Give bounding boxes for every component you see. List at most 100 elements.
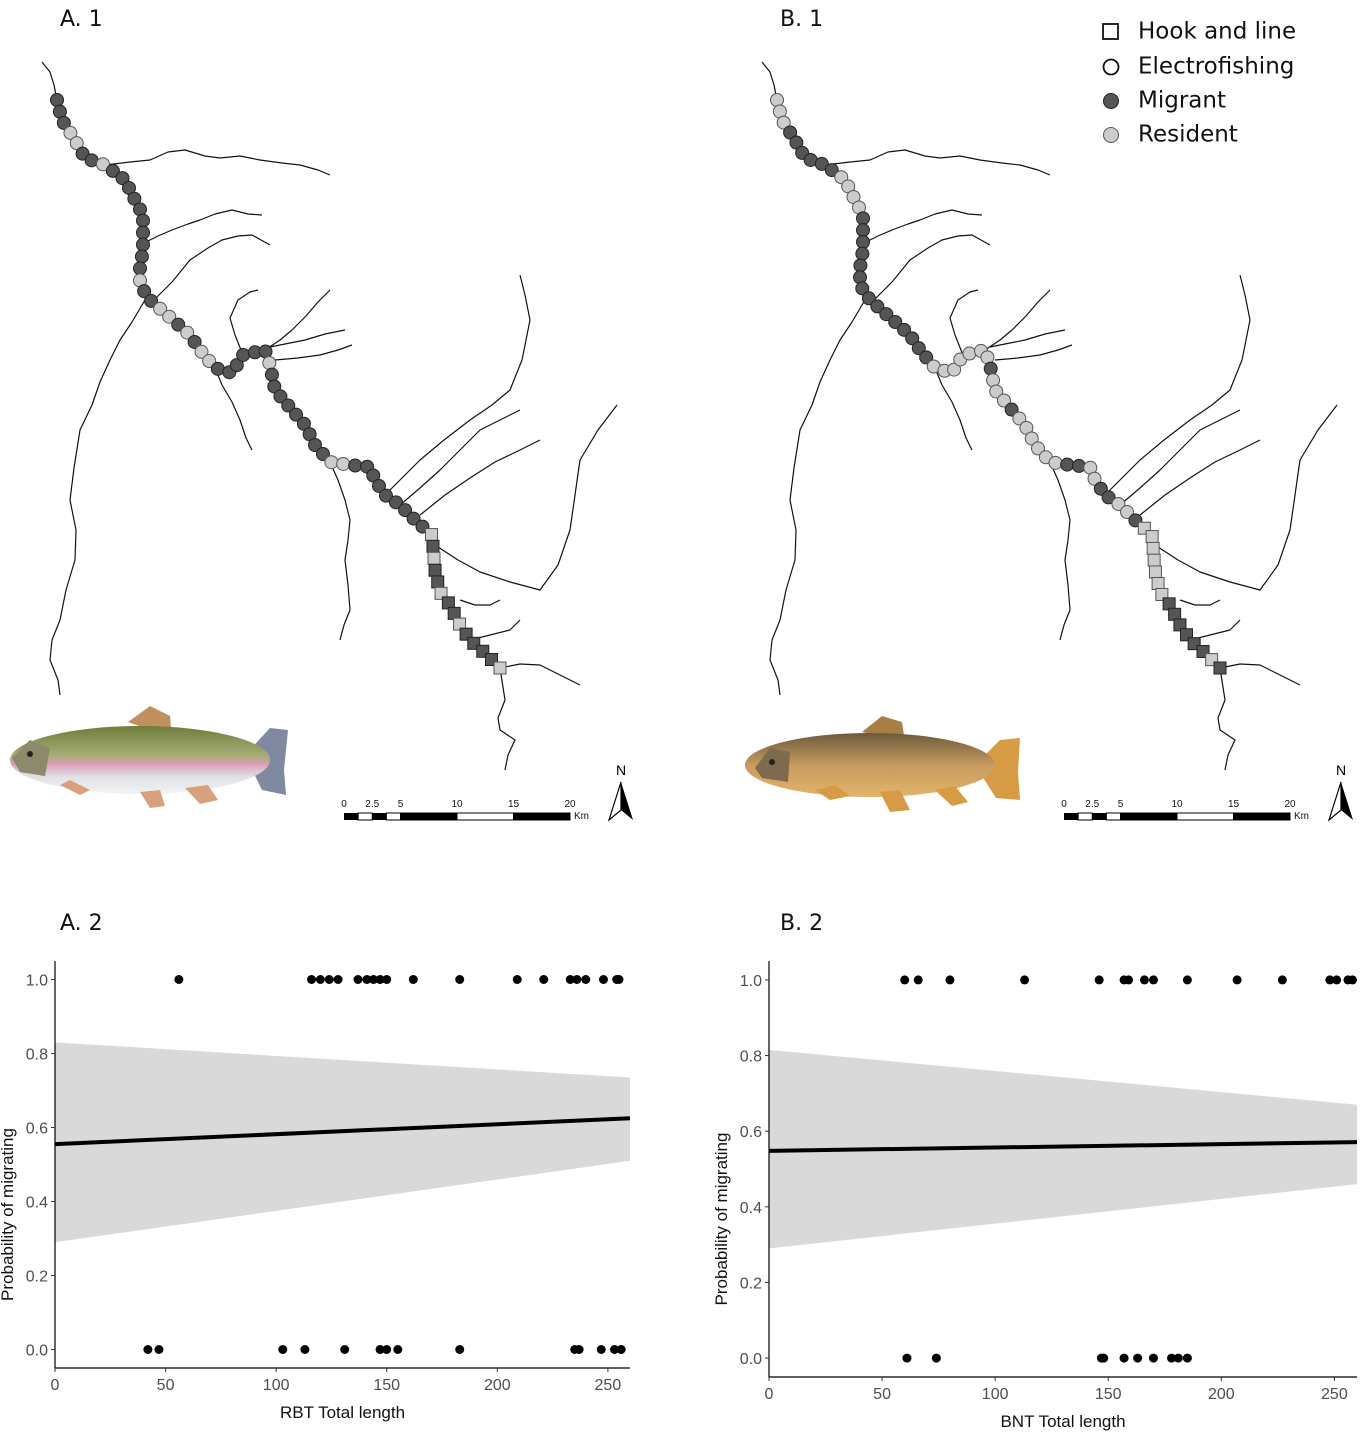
confidence-band (769, 1049, 1357, 1249)
site-circle (236, 347, 251, 362)
confidence-band (55, 1042, 630, 1243)
site-circle (911, 341, 926, 356)
x-tick-label: 50 (157, 1377, 175, 1394)
scale-label: 5 (1118, 799, 1124, 810)
data-point (931, 1353, 941, 1363)
scale-segment (1105, 812, 1121, 821)
scale-label: 5 (398, 799, 404, 810)
scale-label: 15 (1228, 799, 1240, 810)
data-point (353, 975, 363, 984)
site-circle (264, 367, 279, 382)
site-circle (289, 407, 304, 422)
site-circle (870, 299, 885, 314)
y-tick-label: 0.8 (26, 1047, 48, 1064)
x-tick-label: 0 (765, 1386, 774, 1403)
site-circle (162, 309, 177, 324)
data-point (1325, 975, 1335, 985)
scatter-chart: A. 2 0.0 0.2 0.4 0.6 0.8 1.0 0 50 100 150 200 250 RBT… (0, 911, 631, 1422)
scale-label: 2.5 (365, 799, 379, 810)
x-tick-label: 50 (873, 1386, 891, 1403)
data-point (324, 975, 334, 984)
site-circle (1093, 481, 1108, 496)
x-tick-label: 200 (1208, 1386, 1235, 1403)
site-circle (115, 171, 130, 186)
site-circle (144, 293, 159, 308)
y-tick-label: 0.6 (26, 1121, 48, 1138)
scale-label: 10 (1171, 799, 1183, 810)
data-point (382, 1345, 392, 1354)
data-point (300, 1345, 310, 1354)
site-circle (1012, 411, 1027, 426)
site-circle (281, 398, 296, 413)
data-point (368, 975, 378, 984)
site-markers (770, 93, 1227, 675)
site-square (1148, 565, 1162, 579)
site-circle (814, 156, 829, 171)
site-circle (63, 125, 78, 140)
site-square (1145, 530, 1159, 544)
data-point (154, 1345, 164, 1354)
site-circle (378, 488, 393, 503)
chart-title: B. 2 (780, 911, 823, 936)
y-tick-label: 0.0 (740, 1351, 762, 1368)
site-markers (50, 93, 507, 675)
data-point (616, 1345, 626, 1354)
data-point (375, 1345, 385, 1354)
fit-line (54, 1116, 631, 1147)
data-point (375, 975, 385, 984)
scale-label: 0 (1061, 799, 1067, 810)
map-b (761, 61, 1338, 771)
site-circle (133, 261, 147, 276)
legend-label: Hook and line (1138, 19, 1296, 45)
data-point (1119, 1353, 1129, 1363)
site-circle (56, 115, 71, 130)
data-point (340, 1345, 350, 1354)
site-circle (348, 458, 363, 473)
chart-title: A. 2 (60, 911, 103, 936)
site-circle (315, 447, 330, 462)
scale-segment (344, 813, 359, 820)
site-circle (134, 249, 149, 264)
x-axis-label: BNT Total length (1000, 1412, 1125, 1431)
site-square (425, 528, 439, 542)
scale-segment (1077, 812, 1093, 821)
site-circle (855, 246, 870, 261)
scale-segment (1176, 812, 1234, 821)
data-point (512, 975, 522, 984)
panel-label: A. 1 (60, 7, 103, 32)
site-circle (1111, 496, 1126, 511)
scale-unit: Km (574, 811, 589, 822)
data-point (1182, 975, 1192, 985)
site-circle (1004, 402, 1019, 417)
site-circle (856, 235, 870, 250)
data-point (539, 975, 549, 984)
data-point (598, 975, 608, 984)
y-axis-label: Probability of migrating (0, 1128, 17, 1301)
site-circle (834, 170, 849, 185)
y-tick-label: 0.4 (26, 1195, 48, 1212)
data-point (174, 975, 184, 984)
site-circle (273, 389, 288, 404)
north-label: N (616, 762, 626, 778)
data-point (945, 975, 955, 985)
site-circle (1087, 471, 1102, 486)
scale-segment (456, 812, 514, 821)
site-square (1147, 553, 1161, 567)
site-circle (136, 213, 150, 228)
site-circle (776, 115, 791, 130)
data-point (408, 975, 418, 984)
site-circle (324, 455, 339, 470)
site-circle (50, 93, 64, 107)
site-circle (905, 331, 920, 346)
site-circle (229, 358, 244, 373)
x-tick-label: 150 (373, 1377, 400, 1394)
site-circle (262, 355, 277, 370)
rainbow-trout-illustration (10, 706, 288, 808)
site-circle (855, 281, 870, 296)
x-tick-label: 250 (595, 1377, 622, 1394)
legend-label: Migrant (1138, 88, 1226, 114)
site-circle (989, 384, 1004, 399)
data-point (393, 1345, 403, 1354)
